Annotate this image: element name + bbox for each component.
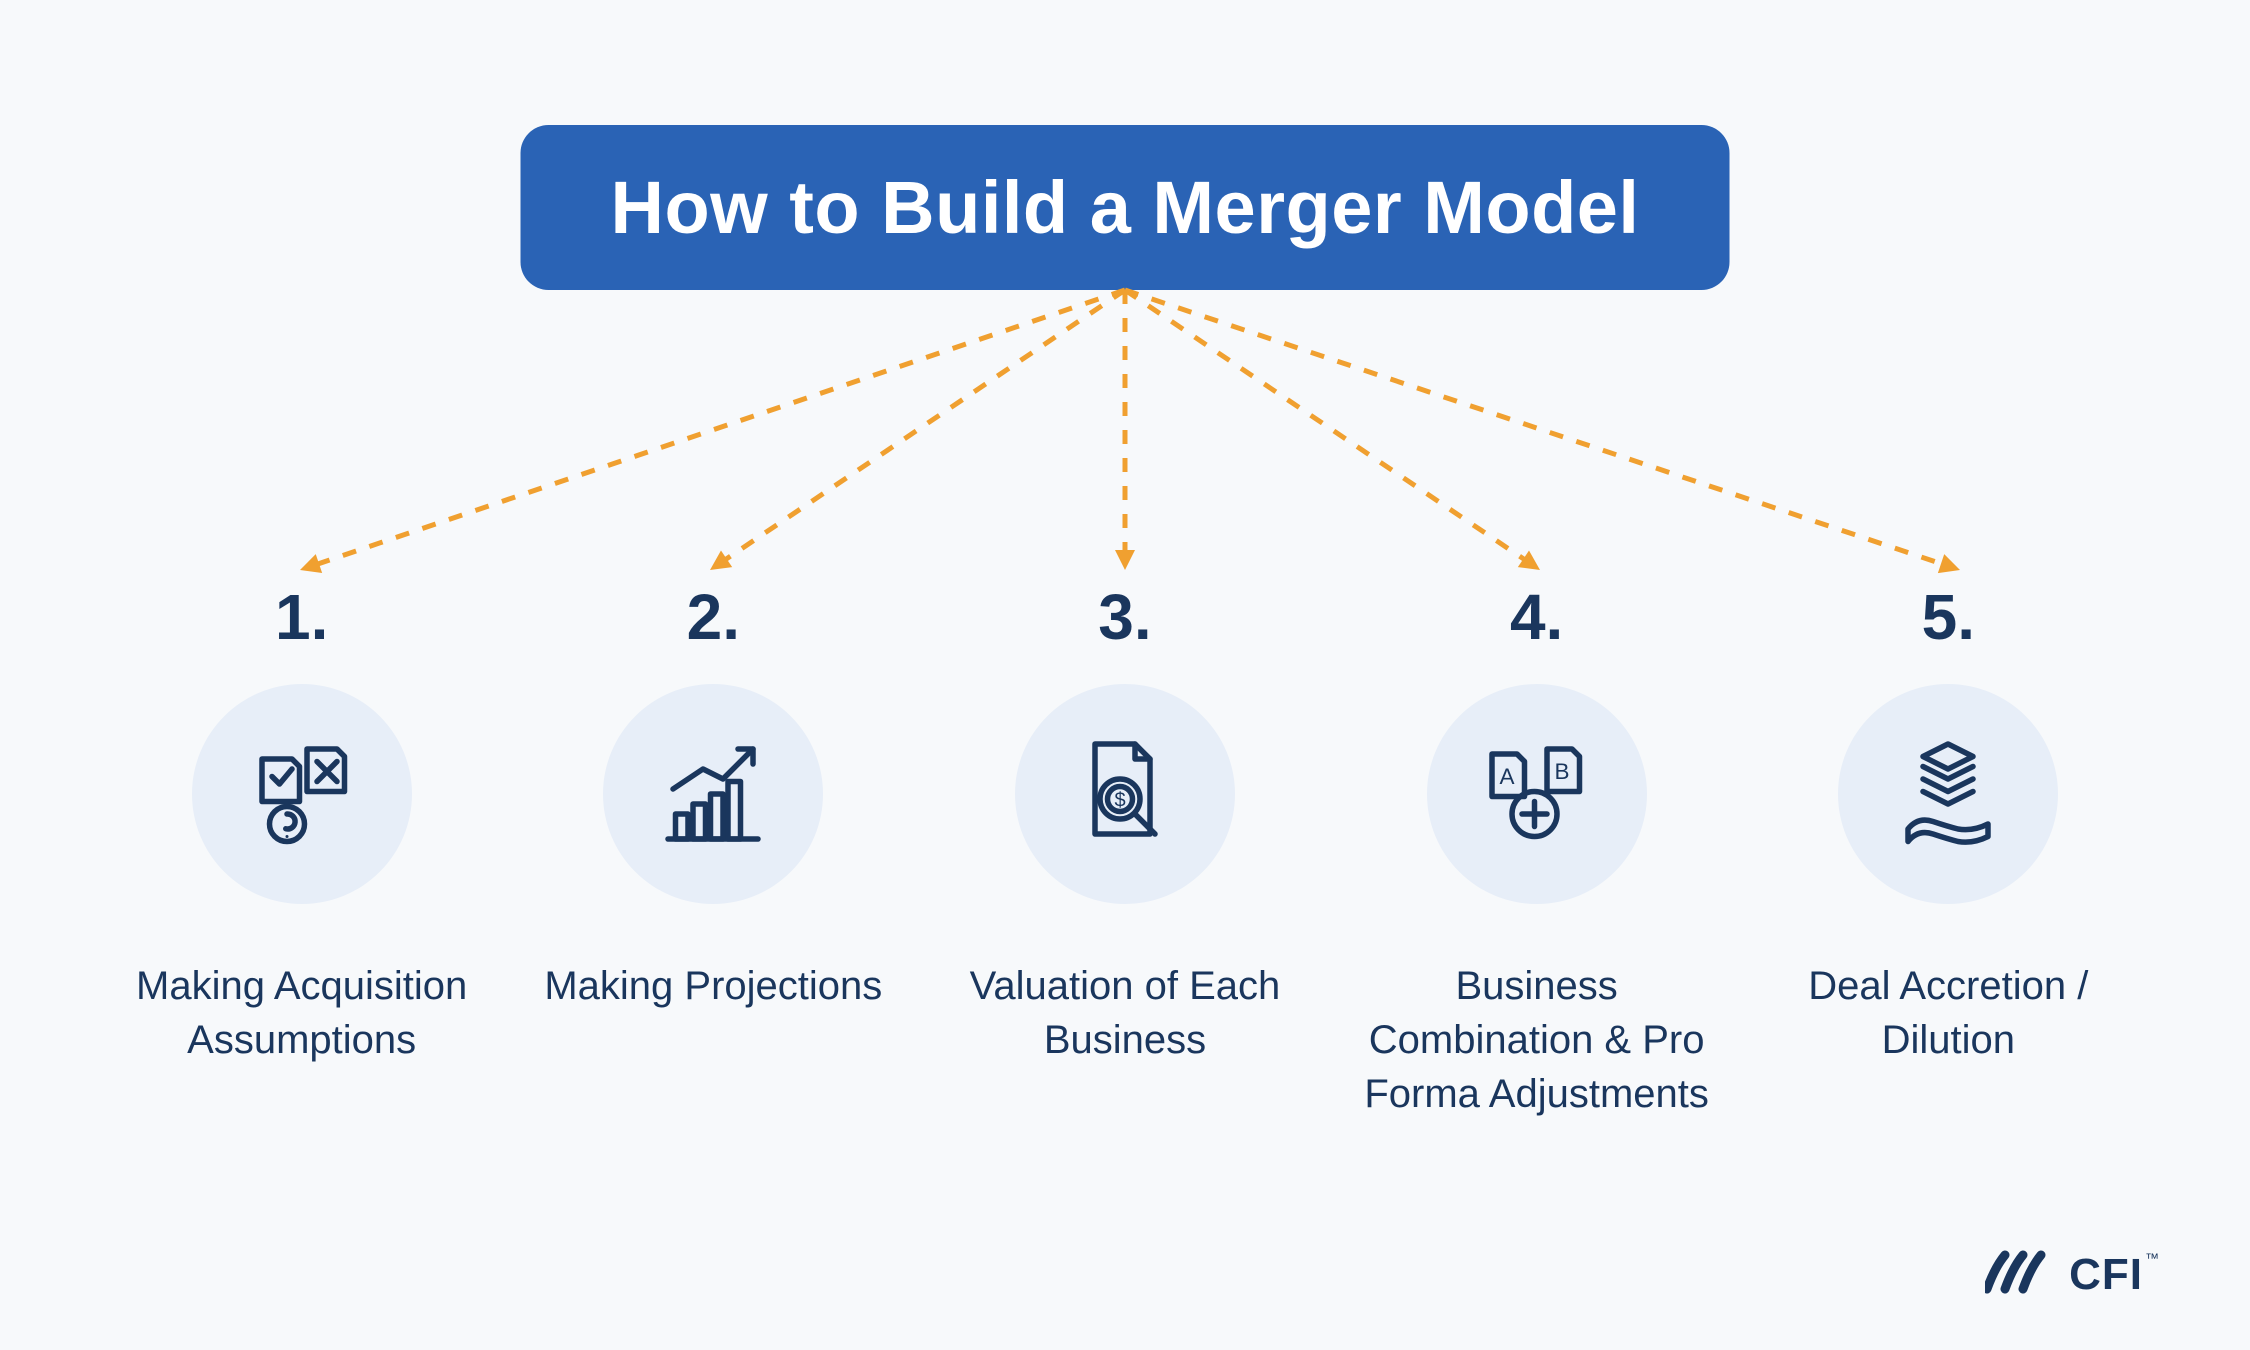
step-2: 2. Making Projections: [523, 580, 903, 1121]
combination-icon: A B: [1427, 684, 1647, 904]
step-number: 2.: [687, 580, 740, 654]
step-label: Making Acquisition Assumptions: [112, 959, 492, 1067]
projections-icon: [603, 684, 823, 904]
step-3: 3. $ Valuation of Each Business: [935, 580, 1315, 1121]
accretion-icon: [1838, 684, 2058, 904]
svg-text:A: A: [1499, 764, 1514, 789]
step-number: 4.: [1510, 580, 1563, 654]
steps-row: 1. Making Acquisition Assumptions 2.: [0, 580, 2250, 1121]
assumptions-icon: [192, 684, 412, 904]
step-label: Business Combination & Pro Forma Adjustm…: [1347, 959, 1727, 1121]
step-label: Deal Accretion / Dilution: [1758, 959, 2138, 1067]
step-5: 5. Deal Accretion / Dilution: [1758, 580, 2138, 1121]
step-label: Making Projections: [534, 959, 892, 1013]
cfi-logo-text: CFI™: [2069, 1250, 2160, 1300]
step-label: Valuation of Each Business: [935, 959, 1315, 1067]
valuation-icon: $: [1015, 684, 1235, 904]
page-title: How to Build a Merger Model: [521, 125, 1730, 290]
cfi-logo: CFI™: [1985, 1249, 2160, 1300]
svg-text:$: $: [1114, 790, 1125, 812]
svg-text:B: B: [1554, 759, 1569, 784]
step-number: 5.: [1922, 580, 1975, 654]
step-number: 3.: [1098, 580, 1151, 654]
step-number: 1.: [275, 580, 328, 654]
step-4: 4. A B Business Combination & Pro Forma …: [1347, 580, 1727, 1121]
step-1: 1. Making Acquisition Assumptions: [112, 580, 492, 1121]
cfi-logo-mark-icon: [1985, 1249, 2055, 1300]
